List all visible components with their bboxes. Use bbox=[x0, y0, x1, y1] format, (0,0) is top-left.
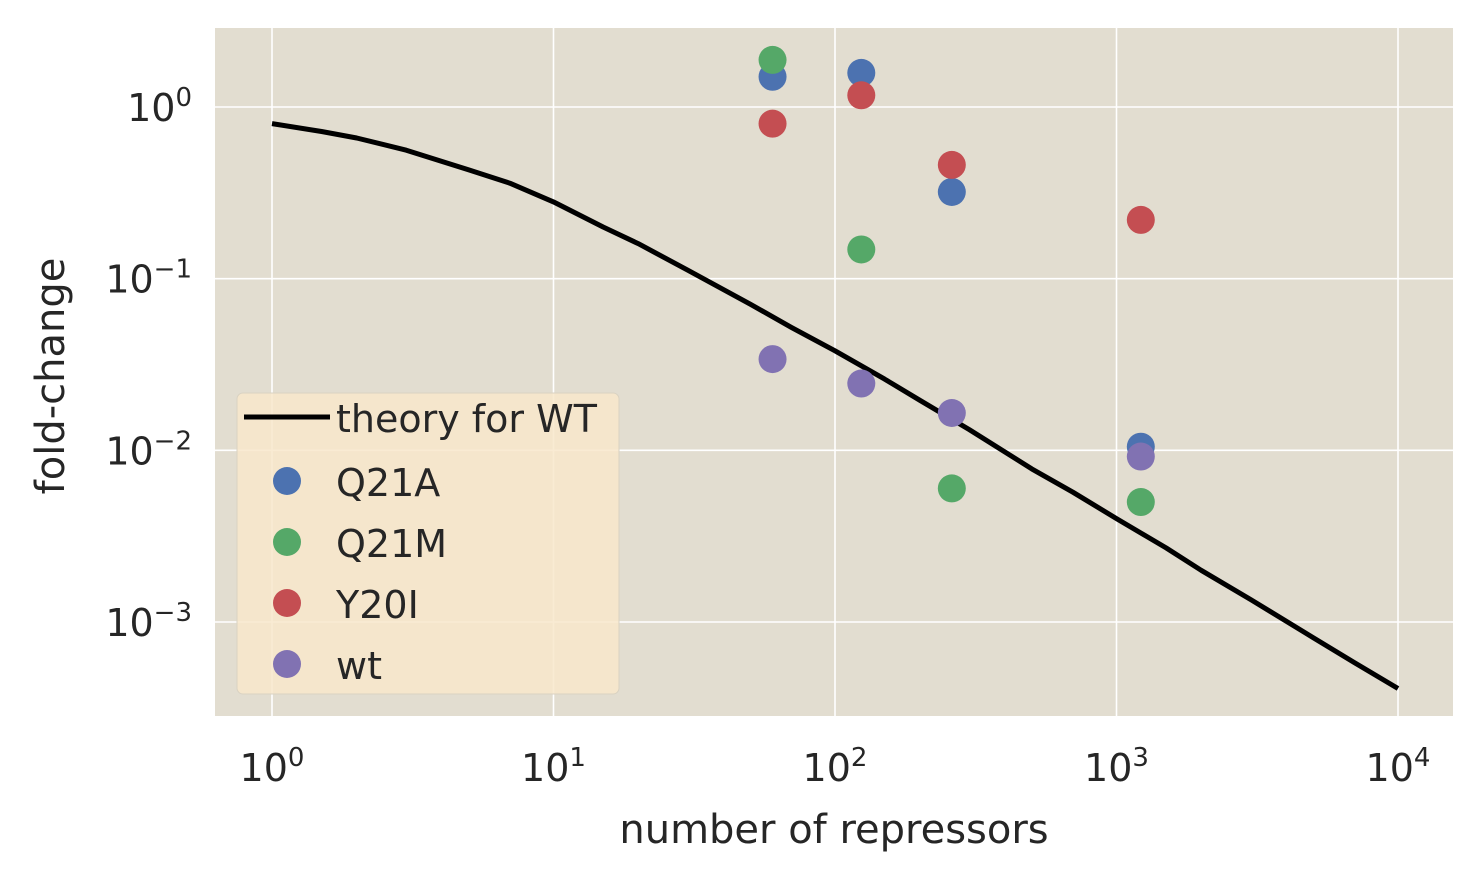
data-points-layer bbox=[758, 45, 1155, 517]
y-tick-labels: 100 10−1 10−2 10−3 bbox=[105, 83, 192, 645]
data-point-q21m bbox=[758, 45, 787, 74]
x-tick-labels: 100 101 102 103 104 bbox=[240, 743, 1431, 790]
legend-marker-wt bbox=[273, 650, 301, 678]
x-tick-label: 101 bbox=[521, 743, 586, 790]
data-point-q21m bbox=[847, 235, 876, 264]
legend-label-y20i: Y20I bbox=[335, 583, 419, 627]
data-point-q21a bbox=[937, 177, 966, 206]
x-tick-label: 102 bbox=[803, 743, 868, 790]
y-axis-label: fold-change bbox=[28, 258, 74, 495]
y-tick-label: 10−2 bbox=[105, 426, 192, 473]
data-point-y20i bbox=[758, 109, 787, 138]
legend: theory for WT Q21A Q21M Y20I wt bbox=[236, 392, 620, 695]
legend-label-q21m: Q21M bbox=[336, 522, 447, 566]
data-point-y20i bbox=[937, 150, 966, 179]
data-point-wt bbox=[1126, 442, 1155, 471]
data-point-y20i bbox=[1126, 205, 1155, 234]
y-tick-label: 10−1 bbox=[105, 255, 192, 302]
x-tick-label: 103 bbox=[1084, 743, 1149, 790]
legend-label-q21a: Q21A bbox=[336, 461, 440, 505]
legend-box bbox=[236, 392, 620, 695]
x-tick-label: 104 bbox=[1366, 743, 1431, 790]
theory-curve bbox=[271, 121, 1400, 691]
x-tick-label: 100 bbox=[240, 743, 305, 790]
data-point-wt bbox=[758, 345, 787, 374]
x-axis-label: number of repressors bbox=[619, 807, 1048, 853]
legend-label-wt: wt bbox=[336, 644, 382, 688]
legend-marker-y20i bbox=[273, 589, 301, 617]
y-tick-label: 100 bbox=[127, 83, 192, 130]
theory-curve-layer bbox=[271, 121, 1400, 691]
data-point-q21m bbox=[1126, 488, 1155, 517]
data-point-wt bbox=[937, 398, 966, 427]
legend-label-theory: theory for WT bbox=[336, 397, 598, 441]
legend-marker-q21m bbox=[273, 528, 301, 556]
y-tick-label: 10−3 bbox=[105, 598, 192, 645]
data-point-q21m bbox=[937, 474, 966, 503]
data-point-q21a bbox=[847, 58, 876, 87]
legend-marker-q21a bbox=[273, 467, 301, 495]
data-point-wt bbox=[847, 369, 876, 398]
data-point-y20i bbox=[847, 81, 876, 110]
